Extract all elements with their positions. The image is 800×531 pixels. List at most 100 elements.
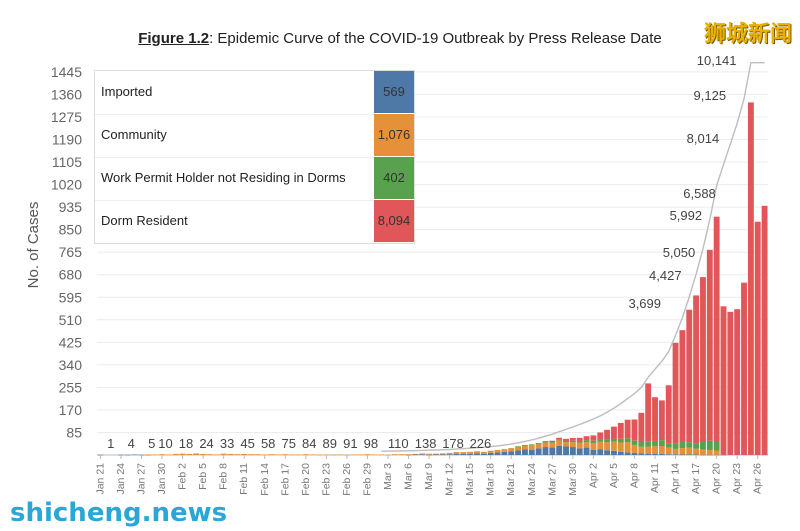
bar-segment — [645, 453, 652, 455]
bar-segment — [474, 451, 480, 454]
bar-segment — [700, 277, 706, 442]
y-tick-labels: 85 170 255 340 425 510 595 680 765 850 935 1020 1105… — [51, 64, 82, 441]
y-tick-label: 85 — [66, 424, 82, 440]
bar-segment — [296, 454, 302, 456]
bar-segment — [337, 454, 344, 456]
bar-segment — [638, 446, 645, 454]
bar-segment — [583, 436, 590, 441]
cumulative-label: 9,125 — [694, 88, 727, 103]
bar-segment — [207, 454, 213, 455]
bar-segment — [556, 440, 563, 446]
bar-segment — [460, 453, 467, 455]
bar-segment — [474, 453, 480, 455]
y-tick-label: 1105 — [52, 154, 82, 170]
watermark-top: 狮城新闻 — [703, 22, 792, 47]
bar-segment — [706, 440, 713, 450]
bar-segment — [631, 452, 638, 455]
cumulative-label: 10 — [158, 436, 172, 451]
cumulative-labels: 1 4 5 10 18 24 33 45 58 75 84 89 91 98 110 138 178 2263,6… — [107, 53, 736, 451]
x-tick-label: Feb 23 — [320, 463, 332, 496]
bar-segment — [165, 454, 172, 456]
x-tick-label: Feb 2 — [177, 463, 189, 490]
figure-title: : Epidemic Curve of the COVID-19 Outbrea… — [209, 30, 662, 47]
bar-segment — [638, 442, 645, 447]
bar-segment — [515, 446, 522, 451]
bar-segment — [535, 443, 542, 444]
bar-segment — [610, 450, 617, 455]
bar-segment — [720, 306, 727, 455]
bar-segment — [419, 453, 426, 455]
bar-segment — [706, 454, 713, 456]
y-tick-label: 1360 — [51, 86, 82, 102]
bar-segment — [576, 440, 583, 443]
bar-segment — [679, 441, 686, 449]
bar-segment — [652, 453, 658, 455]
bar-segment — [583, 442, 590, 448]
bar-segment — [364, 454, 371, 455]
bar-segment — [679, 448, 686, 455]
bar-segment — [391, 454, 398, 455]
y-tick-label: 765 — [59, 244, 83, 260]
bar-segment — [467, 453, 474, 455]
x-tick-label: Mar 9 — [423, 463, 435, 490]
bar-segment — [309, 454, 316, 456]
bar-segment — [241, 453, 248, 455]
bar-segment — [261, 454, 268, 456]
bar-segment — [549, 447, 556, 455]
y-tick-label: 1190 — [52, 132, 82, 148]
cumulative-label: 5,992 — [670, 208, 703, 223]
bar-segment — [179, 453, 186, 455]
bar-segment — [700, 454, 706, 456]
legend-value: 8,094 — [374, 200, 414, 242]
bar-segment — [590, 440, 597, 444]
bar-segment — [542, 440, 549, 442]
cumulative-label: 4 — [128, 436, 135, 451]
bar-segment — [405, 454, 412, 455]
y-tick-label: 1020 — [51, 177, 82, 193]
bar-segment — [508, 448, 515, 452]
cumulative-label: 8,014 — [687, 131, 720, 146]
cumulative-label: 4,427 — [649, 268, 682, 283]
cumulative-label: 5,050 — [663, 245, 696, 260]
bar-segment — [624, 442, 631, 453]
bar-segment — [248, 454, 255, 455]
bar-segment — [617, 422, 624, 439]
bar-segment — [665, 454, 672, 455]
bar-segment — [706, 249, 713, 441]
chart-title: Figure 1.2: Epidemic Curve of the COVID-… — [0, 30, 800, 47]
bar-segment — [186, 453, 193, 455]
bar-segment — [658, 440, 665, 446]
x-tick-label: Apr 8 — [628, 463, 640, 488]
y-tick-label: 595 — [59, 289, 83, 305]
bar-segment — [432, 454, 439, 456]
bar-segment — [700, 449, 706, 455]
bar-segment — [453, 453, 460, 455]
bar-segment — [521, 445, 528, 450]
bar-segment — [535, 444, 542, 449]
bar-segment — [549, 442, 556, 448]
bar-segment — [597, 441, 604, 450]
legend: Imported 569 Community 1,076 Work Permit… — [94, 70, 415, 244]
bar-segment — [645, 441, 652, 447]
cumulative-label: 18 — [179, 436, 193, 451]
bar-segment — [563, 440, 569, 443]
bar-segment — [556, 439, 563, 441]
legend-item-community: Community 1,076 — [95, 114, 414, 158]
bar-segment — [480, 453, 487, 455]
bar-segment — [569, 440, 576, 443]
bar-segment — [268, 454, 275, 455]
bar-segment — [672, 443, 679, 449]
bar-segment — [569, 442, 576, 448]
cumulative-label: 5 — [148, 436, 155, 451]
figure-label: Figure 1.2 — [138, 30, 210, 47]
bar-segment — [576, 437, 583, 441]
bar-segment — [521, 449, 528, 455]
y-tick-label: 1275 — [51, 109, 82, 125]
bar-segment — [446, 454, 453, 455]
bar-segment — [487, 452, 494, 455]
legend-value: 569 — [374, 71, 414, 113]
bar-segment — [652, 446, 658, 454]
bar-segment — [323, 454, 330, 456]
cumulative-label: 3,699 — [628, 296, 661, 311]
bar-segment — [693, 295, 700, 444]
